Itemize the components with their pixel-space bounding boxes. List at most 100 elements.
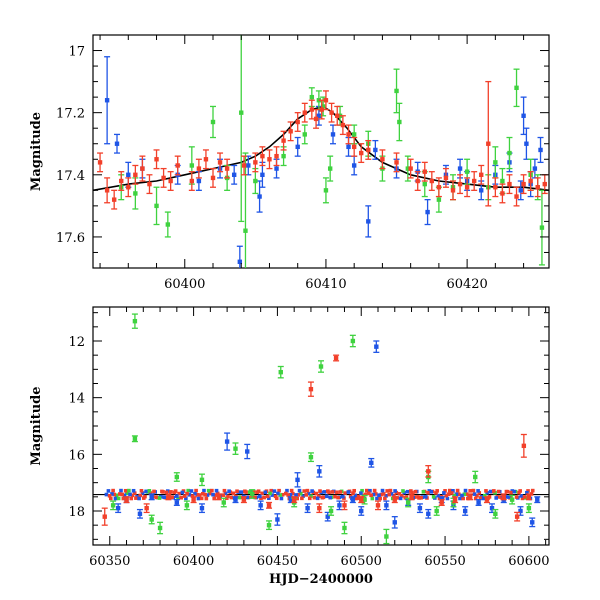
baseline-point (485, 491, 489, 495)
data-point (350, 497, 356, 502)
data-point (493, 511, 498, 517)
baseline-point (259, 496, 263, 501)
data-point (288, 497, 294, 502)
baseline-point (379, 492, 384, 497)
baseline-point (324, 494, 329, 499)
baseline-point (509, 490, 513, 495)
data-point (243, 228, 248, 233)
baseline-point (310, 489, 314, 493)
baseline-point (203, 492, 207, 497)
data-point (337, 503, 342, 508)
baseline-point (398, 496, 403, 501)
baseline-point (111, 488, 115, 493)
data-point (224, 439, 230, 444)
baseline-point (195, 492, 200, 497)
data-point (489, 505, 495, 511)
baseline-point (494, 496, 498, 500)
baseline-point (478, 496, 483, 500)
baseline-point (409, 489, 413, 493)
data-point (104, 188, 110, 193)
data-point (439, 500, 444, 505)
baseline-point (296, 493, 301, 497)
baseline-point (175, 494, 179, 498)
data-point (154, 157, 159, 162)
baseline-point (354, 496, 359, 501)
baseline-point (512, 489, 517, 494)
baseline-point (454, 492, 459, 497)
data-point (479, 188, 484, 193)
data-point (132, 436, 138, 441)
top-panel-marks (93, 35, 549, 268)
baseline-point (360, 488, 364, 493)
baseline-point (372, 488, 377, 493)
data-point (266, 522, 272, 528)
data-point (168, 178, 173, 184)
baseline-point (128, 492, 132, 497)
baseline-point (164, 490, 169, 495)
baseline-point (369, 493, 373, 498)
baseline-point (260, 491, 264, 496)
data-point (210, 119, 216, 125)
baseline-point (522, 495, 527, 499)
data-point (189, 163, 195, 168)
data-point (346, 132, 351, 137)
baseline-point (385, 489, 390, 493)
x-tick-label: 60500 (341, 554, 382, 569)
data-point (291, 497, 297, 502)
data-point (342, 525, 347, 531)
baseline-point (130, 493, 135, 498)
baseline-point (147, 488, 152, 493)
data-point (199, 477, 205, 483)
baseline-point (346, 490, 351, 494)
baseline-point (312, 495, 317, 500)
data-point (317, 469, 322, 474)
series-green (118, 35, 545, 268)
data-point (542, 181, 547, 187)
baseline-point (427, 489, 432, 493)
data-point (274, 166, 279, 171)
data-point (233, 446, 238, 451)
baseline-point (104, 492, 109, 497)
data-point (316, 113, 322, 118)
baseline-point (243, 489, 247, 494)
baseline-point (247, 490, 252, 494)
baseline-dense-points (104, 488, 535, 501)
baseline-point (426, 491, 430, 495)
baseline-point (201, 491, 205, 496)
baseline-point (194, 488, 198, 493)
baseline-point (286, 493, 290, 497)
baseline-point (170, 495, 174, 500)
bottom-x-axis-label: HJD−2400000 (269, 572, 373, 587)
baseline-point (315, 496, 320, 501)
data-point (501, 494, 506, 500)
data-point (359, 150, 364, 156)
data-point (479, 172, 484, 177)
data-point (313, 116, 319, 122)
data-point (119, 178, 124, 184)
data-point (422, 181, 427, 187)
data-point (149, 494, 154, 500)
top-panel: 60400 60410 60420 17 17.2 17.4 17.6 Magnitude (29, 34, 550, 292)
baseline-point (212, 496, 217, 501)
data-point (509, 497, 515, 502)
data-point (161, 175, 166, 181)
baseline-point (444, 493, 449, 498)
data-point (528, 178, 533, 184)
y-tick-label: 18 (68, 505, 85, 520)
baseline-point (364, 488, 369, 493)
data-point (397, 119, 402, 125)
baseline-point (473, 496, 478, 501)
baseline-point (492, 489, 496, 493)
data-point (330, 132, 336, 137)
baseline-point (477, 491, 482, 495)
data-point (281, 138, 286, 143)
baseline-point (449, 491, 454, 495)
baseline-point (466, 496, 470, 501)
data-point (457, 166, 463, 171)
data-point (132, 318, 138, 324)
data-point (241, 497, 247, 502)
data-point (203, 157, 209, 162)
data-point (394, 160, 399, 165)
x-tick-label: 60600 (508, 554, 549, 569)
data-point (189, 178, 195, 184)
